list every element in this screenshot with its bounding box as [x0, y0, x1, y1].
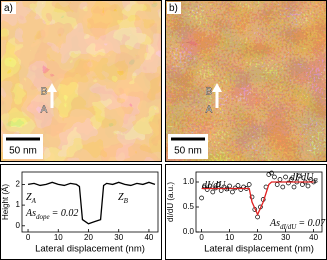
- annotation: AsdI/dU = 0.07: [269, 218, 326, 230]
- x-tick-label: 40: [309, 233, 318, 242]
- x-tick-label: 0: [199, 233, 204, 242]
- data-point: [283, 174, 288, 180]
- annotation: dI/dUA: [202, 180, 230, 192]
- annotation-sub: dI/dU: [280, 223, 297, 231]
- annotation-main: dI/dU: [290, 172, 314, 183]
- data-point: [305, 183, 311, 189]
- x-tick-label: 30: [114, 233, 123, 242]
- data-point: [204, 187, 210, 192]
- x-tick-label: 30: [281, 233, 290, 242]
- data-point: [266, 172, 272, 177]
- y-tick-label: 1.0: [183, 177, 195, 186]
- x-tick-label: 10: [54, 233, 63, 242]
- annotation-main: As: [25, 208, 36, 219]
- annotation: Asdope = 0.02: [25, 208, 78, 220]
- plot-frame: [195, 171, 323, 233]
- annotation-rest: = 0.02: [52, 208, 79, 219]
- plot-box: [165, 164, 327, 260]
- x-tick-label: 0: [26, 233, 31, 242]
- y-tick-label: 0.5: [183, 202, 195, 211]
- label-box: [167, 2, 181, 14]
- y-tick-label: 1: [16, 200, 21, 209]
- plot-box: [0, 164, 162, 260]
- y-tick-label: 0: [16, 221, 21, 230]
- annotation-main: Z: [26, 192, 32, 203]
- x-tick-label: 20: [253, 233, 262, 242]
- y-axis-label: dI/dU (a.u.): [166, 182, 175, 222]
- data-point: [297, 173, 302, 179]
- x-tick-label: 10: [225, 233, 234, 242]
- annotation-main: Z: [118, 192, 124, 203]
- data-point: [210, 189, 216, 195]
- data-point: [238, 187, 244, 192]
- annotation-sub: B: [313, 177, 318, 185]
- annotation: dI/dUB: [290, 172, 318, 184]
- x-tick-label: 40: [144, 233, 153, 242]
- annotation-main: As: [269, 218, 280, 229]
- label-box: [2, 2, 16, 14]
- annotation-sub: A: [224, 185, 230, 193]
- data-point: [291, 184, 297, 190]
- data-line: [27, 181, 156, 225]
- y-tick-label: 0.0: [183, 227, 195, 236]
- data-point: [280, 184, 286, 190]
- annotation-sub: dope: [36, 213, 50, 221]
- panel-label: a): [4, 3, 13, 14]
- arrow-head: [47, 83, 57, 92]
- annotation-sub: B: [124, 197, 129, 205]
- scale-label: 50 nm: [9, 146, 37, 157]
- data-point: [199, 195, 204, 201]
- annotation-main: dI/dU: [202, 180, 226, 191]
- data-point: [272, 174, 277, 180]
- annotation: ZA: [26, 192, 37, 204]
- data-point: [235, 183, 241, 188]
- data-point: [269, 170, 274, 176]
- annotation: ZB: [118, 192, 129, 204]
- arrow-head: [212, 83, 222, 92]
- data-point: [230, 189, 235, 195]
- point-label: B: [41, 87, 48, 98]
- scale-label: 50 nm: [174, 146, 202, 157]
- plot-frame: [21, 171, 159, 233]
- data-point: [216, 182, 221, 187]
- point-label: A: [206, 105, 213, 116]
- y-tick-label: 2: [16, 180, 21, 189]
- annotation-rest: = 0.07: [298, 218, 326, 229]
- panel-label: b): [169, 3, 178, 14]
- annotation-sub: A: [31, 197, 37, 205]
- y-axis-label: Height (Å): [1, 184, 10, 220]
- point-label: A: [41, 105, 48, 116]
- x-axis-label: Lateral displacement (nm): [35, 244, 145, 255]
- data-point: [286, 180, 291, 186]
- point-label: B: [206, 87, 213, 98]
- data-line: [201, 181, 314, 217]
- data-point: [246, 182, 252, 187]
- x-tick-label: 20: [84, 233, 93, 242]
- x-axis-label: Lateral displacement (nm): [204, 244, 314, 255]
